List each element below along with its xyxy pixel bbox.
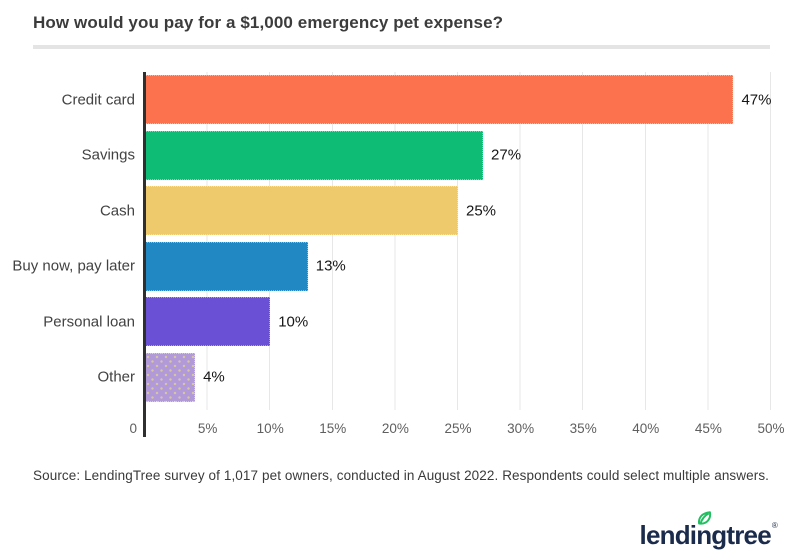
chart-row-personal-loan: Personal loan 10% [43, 294, 771, 350]
x-tick-30: 30% [507, 421, 535, 436]
x-tick-20: 20% [381, 421, 409, 436]
chart-row-buy-now-pay-later: Buy now, pay later 13% [12, 239, 771, 295]
x-tick-25: 25% [444, 421, 472, 436]
chart-row-credit-card: Credit card 47% [62, 72, 772, 128]
x-tick-40: 40% [632, 421, 660, 436]
chart-row-savings: Savings 27% [82, 128, 771, 184]
bar-credit-card [145, 75, 734, 124]
value-label-other: 4% [203, 368, 225, 386]
bar-chart: Credit card 47% Savings 27% Cash 25% Buy now, … [12, 72, 785, 439]
plot-area: Credit card 47% Savings 27% Cash 25% Buy now, … [12, 72, 772, 410]
leaf-icon [697, 511, 711, 525]
chart-title: How would you pay for a $1,000 emergency… [33, 13, 504, 32]
logo-text: lendingtree [639, 520, 772, 550]
category-label-buy-now-pay-later: Buy now, pay later [12, 257, 135, 275]
registered-mark: ® [771, 521, 778, 530]
x-tick-15: 15% [319, 421, 347, 436]
bar-savings [145, 130, 484, 180]
title-divider [33, 45, 770, 49]
bar-personal-loan [145, 297, 271, 346]
chart-row-cash: Cash 25% [100, 183, 771, 239]
bar-cash [145, 186, 458, 235]
bar-other [145, 352, 196, 402]
category-label-credit-card: Credit card [61, 91, 135, 109]
lendingtree-logo: lendingtree® [639, 511, 778, 550]
x-tick-50: 50% [757, 421, 785, 436]
bar-buy-now-pay-later [145, 241, 308, 291]
value-label-savings: 27% [491, 146, 522, 164]
category-label-other: Other [97, 368, 135, 386]
category-label-personal-loan: Personal loan [43, 313, 135, 331]
y-axis-line [143, 72, 146, 437]
value-label-buy-now-pay-later: 13% [315, 257, 346, 275]
value-label-credit-card: 47% [741, 91, 772, 109]
chart-row-other: Other 4% [97, 350, 771, 406]
x-tick-0: 0 [129, 421, 137, 436]
x-tick-35: 35% [569, 421, 597, 436]
value-label-personal-loan: 10% [278, 313, 309, 331]
category-label-cash: Cash [99, 202, 135, 220]
x-tick-5: 5% [197, 421, 218, 436]
x-axis-ticks: 0 5% 10% 15% 20% 25% 30% 35% 40% 45% 50% [129, 421, 784, 439]
value-label-cash: 25% [466, 202, 497, 220]
x-tick-45: 45% [694, 421, 722, 436]
x-tick-10: 10% [256, 421, 284, 436]
category-label-savings: Savings [81, 146, 135, 164]
source-note: Source: LendingTree survey of 1,017 pet … [33, 468, 770, 483]
